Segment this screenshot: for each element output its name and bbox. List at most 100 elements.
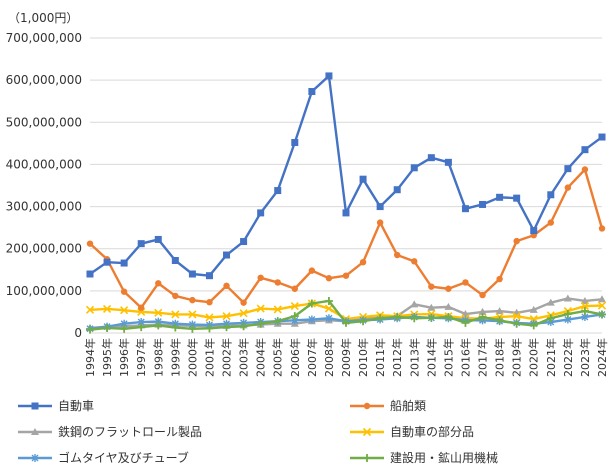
data-point <box>581 166 589 173</box>
data-point <box>256 304 265 313</box>
data-point <box>547 191 555 199</box>
data-point <box>362 427 372 437</box>
series-0 <box>86 72 606 280</box>
data-point <box>478 312 487 321</box>
data-point <box>290 312 299 321</box>
x-tick-label: 2005年 <box>271 338 285 377</box>
series-1 <box>86 166 606 311</box>
data-point <box>206 299 213 306</box>
data-point <box>324 296 333 305</box>
x-tick-label: 2006年 <box>288 338 302 377</box>
x-tick-label: 1996年 <box>117 338 131 377</box>
data-point <box>444 158 452 166</box>
data-point <box>479 200 487 208</box>
data-point <box>394 251 401 259</box>
x-tick-label: 2013年 <box>407 338 421 377</box>
data-point <box>239 322 248 331</box>
data-point <box>171 257 179 265</box>
x-tick-label: 2021年 <box>544 338 558 377</box>
data-point <box>205 272 213 280</box>
x-tick-label: 1995年 <box>100 338 114 377</box>
x-tick-label: 2007年 <box>305 338 319 377</box>
data-point <box>239 309 248 318</box>
x-tick-label: 2023年 <box>578 338 592 377</box>
x-tick-label: 2018年 <box>493 338 507 377</box>
x-tick-label: 2004年 <box>254 338 268 377</box>
data-point <box>120 306 129 315</box>
y-tick-label: 500,000,000 <box>6 115 82 129</box>
x-tick-label: 2003年 <box>237 338 251 377</box>
data-point <box>189 296 196 304</box>
data-point <box>546 314 555 323</box>
gridlines <box>90 37 602 334</box>
legend-item: 自動車の部分品 <box>350 424 474 439</box>
data-point <box>410 164 418 172</box>
data-point <box>376 203 384 211</box>
data-point <box>273 305 282 314</box>
data-point <box>205 324 214 333</box>
data-point <box>154 308 163 317</box>
data-point <box>172 292 179 300</box>
data-point <box>86 270 94 278</box>
data-point <box>137 323 146 332</box>
x-tick-label: 2016年 <box>458 338 472 377</box>
data-point <box>138 304 145 311</box>
data-point <box>478 307 487 315</box>
data-point <box>307 315 316 324</box>
data-point <box>86 240 94 247</box>
x-tick-label: 2000年 <box>185 338 199 377</box>
legend-label: 建設用・鉱山用機械 <box>390 450 498 465</box>
data-point <box>496 275 503 283</box>
data-point <box>581 146 589 154</box>
x-tick-label: 1999年 <box>168 338 182 377</box>
data-point <box>31 402 39 410</box>
data-point <box>274 187 282 195</box>
data-point <box>324 304 333 313</box>
data-point <box>563 310 572 319</box>
data-point <box>154 321 163 330</box>
data-point <box>291 285 298 292</box>
x-tick-label: 2015年 <box>441 338 455 377</box>
legend-label: 船舶類 <box>390 398 426 413</box>
data-point <box>137 240 145 248</box>
data-point <box>428 283 435 290</box>
x-tick-label: 2024年 <box>595 338 609 377</box>
y-tick-label: 400,000,000 <box>6 157 82 171</box>
data-point <box>120 288 128 295</box>
legend-label: 自動車 <box>58 399 94 413</box>
data-point <box>274 279 281 286</box>
data-point <box>410 300 419 308</box>
data-point <box>363 454 371 462</box>
data-point <box>564 165 572 173</box>
data-point <box>393 186 401 194</box>
legend-label: ゴムタイヤ及びチューブ <box>58 450 189 465</box>
data-point <box>513 237 520 245</box>
data-point <box>598 295 606 303</box>
data-point <box>86 325 94 334</box>
data-point <box>103 304 112 314</box>
data-point <box>308 267 316 274</box>
data-point <box>188 324 197 333</box>
data-point <box>291 139 299 147</box>
data-point <box>359 317 368 326</box>
data-point <box>512 319 521 328</box>
data-point <box>222 323 231 332</box>
data-point <box>325 275 333 282</box>
data-point <box>597 301 607 310</box>
data-point <box>155 280 162 287</box>
data-point <box>223 282 230 289</box>
data-point <box>427 303 436 311</box>
data-point <box>103 258 111 266</box>
legend-label: 鉄鋼のフラットロール製品 <box>58 424 202 439</box>
y-tick-label: 600,000,000 <box>6 73 82 87</box>
data-point <box>479 291 486 299</box>
data-point <box>580 301 589 311</box>
data-point <box>222 312 231 321</box>
y-axis-ticks: 0 100,000,000 200,000,000 300,000,000 400,00… <box>6 31 82 340</box>
y-axis-unit-label: （1,000円） <box>8 11 78 25</box>
data-point <box>564 184 572 191</box>
data-point <box>240 238 248 246</box>
x-tick-label: 2011年 <box>373 338 387 377</box>
